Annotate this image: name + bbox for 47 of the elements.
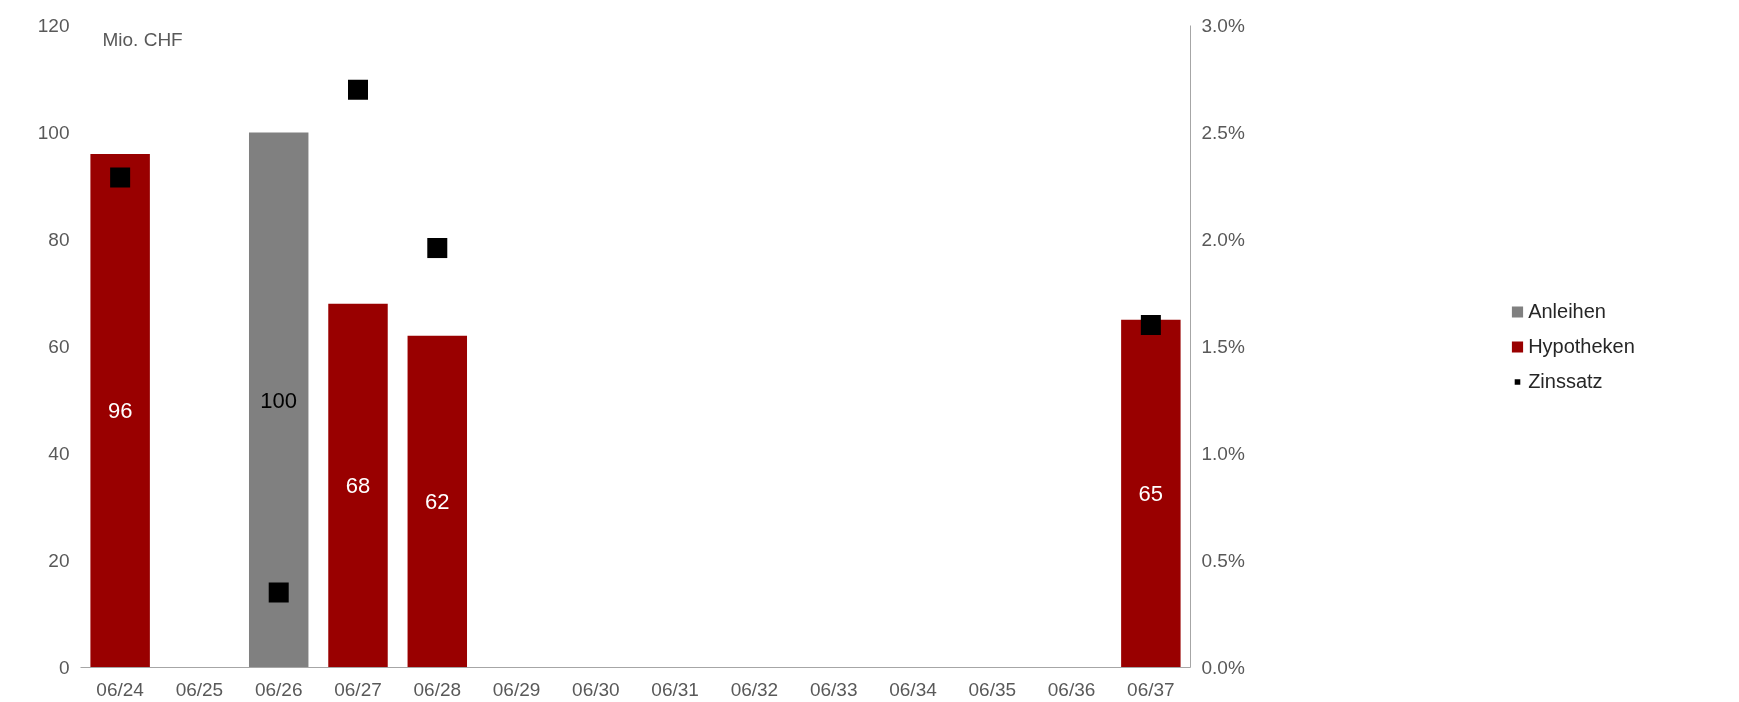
legend-label: Anleihen (1528, 299, 1606, 323)
y2-tick-label: 2.5% (1201, 122, 1245, 143)
data-label: 68 (345, 473, 371, 499)
point (268, 582, 289, 603)
point (348, 79, 368, 100)
y2-tick-label: 1.5% (1201, 336, 1245, 357)
x-tick-label: 06/35 (968, 678, 1017, 700)
bar (328, 303, 388, 668)
x-tick-label: 06/37 (1127, 678, 1175, 700)
bar (248, 132, 309, 668)
x-tick-label: 06/30 (572, 678, 620, 700)
x-tick-label: 06/33 (809, 678, 858, 700)
x-tick-label: 06/31 (651, 678, 699, 700)
bar (407, 335, 468, 668)
y2-tick-label: 0.0% (1201, 657, 1245, 678)
bar (1121, 319, 1181, 668)
y-tick-label: 60 (48, 336, 70, 357)
x-tick-label: 06/36 (1047, 678, 1096, 700)
y-tick-label: 0 (58, 657, 70, 678)
y2-tick-label: 3.0% (1201, 15, 1245, 36)
y-tick-label: 100 (37, 122, 70, 143)
y-tick-label: 80 (48, 229, 70, 250)
y-axis-title: Mio. CHF (102, 28, 183, 50)
y2-tick-label: 2.0% (1201, 229, 1245, 250)
x-tick-label: 06/29 (492, 678, 541, 700)
x-tick-label: 06/34 (889, 678, 938, 700)
y-tick-label: 40 (48, 443, 70, 464)
x-tick-label: 06/25 (175, 678, 224, 700)
data-label: 96 (107, 398, 133, 424)
legend-label: Zinssatz (1528, 369, 1603, 393)
y-tick-label: 20 (48, 550, 70, 571)
y-tick-label: 120 (37, 15, 70, 36)
x-tick-label: 06/32 (730, 678, 779, 700)
x-tick-label: 06/28 (413, 678, 462, 700)
bar (90, 153, 150, 668)
y2-tick-label: 0.5% (1201, 550, 1245, 571)
y2-tick-label: 1.0% (1201, 443, 1245, 464)
data-label: 100 (260, 387, 298, 413)
point (110, 167, 131, 188)
data-label: 65 (1138, 481, 1164, 507)
point (1140, 315, 1161, 336)
data-label: 62 (425, 489, 450, 515)
point (427, 238, 448, 259)
x-tick-label: 06/27 (334, 678, 382, 700)
x-tick-label: 06/24 (96, 678, 145, 700)
x-tick-label: 06/26 (254, 678, 303, 700)
legend-label: Hypotheken (1528, 334, 1635, 358)
